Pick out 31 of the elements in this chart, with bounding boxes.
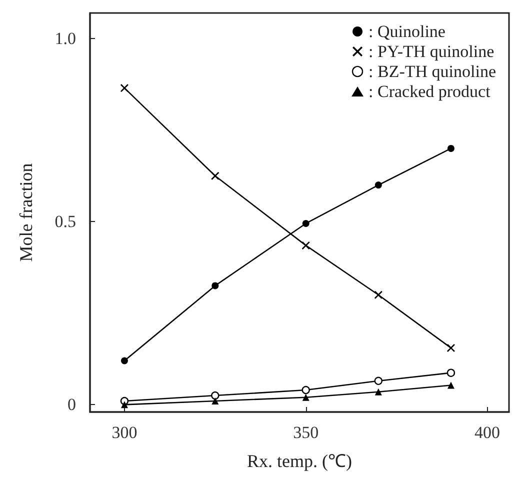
legend-label: : PY-TH quinoline (368, 42, 494, 61)
y-tick-label: 1.0 (54, 29, 76, 48)
point (447, 382, 454, 389)
legend-label: : Quinoline (368, 22, 446, 41)
legend-label: : Cracked product (368, 82, 491, 101)
x-tick-label: 350 (293, 423, 319, 442)
point (302, 394, 310, 401)
point (302, 220, 310, 227)
x-axis-title: Rx. temp. (℃) (247, 451, 352, 471)
y-axis-title: Mole fraction (16, 163, 36, 262)
y-tick-label: 0.5 (54, 212, 76, 232)
point (374, 182, 382, 189)
point (302, 241, 310, 250)
point (120, 401, 128, 408)
point (212, 282, 219, 290)
legend-label: : BZ-TH quinoline (368, 62, 496, 81)
x-tick-label: 300 (112, 423, 138, 442)
point (211, 172, 220, 180)
point (120, 84, 128, 92)
point (374, 388, 382, 396)
point (211, 391, 220, 400)
x-tick-label: 400 (474, 423, 500, 442)
point (374, 290, 382, 299)
point (120, 357, 128, 364)
y-tick-label: 0 (68, 395, 76, 414)
point (374, 376, 383, 385)
point (212, 398, 219, 405)
point (447, 144, 454, 152)
point (302, 386, 310, 394)
point (446, 368, 456, 377)
point (446, 344, 455, 352)
